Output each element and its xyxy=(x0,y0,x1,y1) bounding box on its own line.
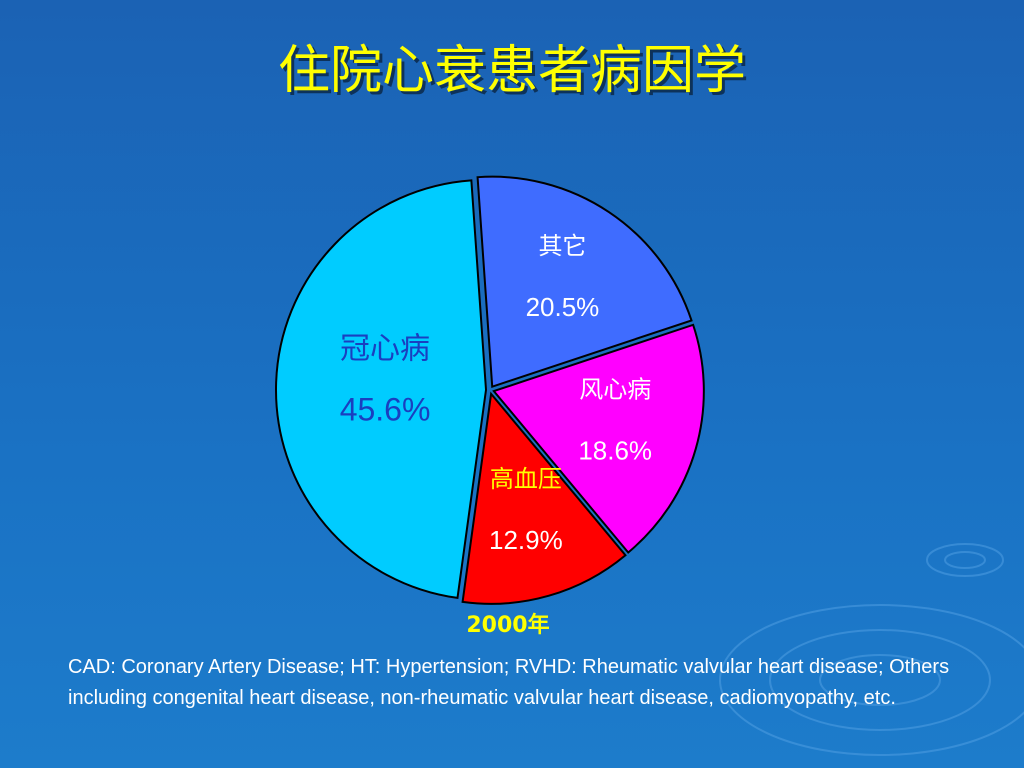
slice-label: 其它 xyxy=(538,232,586,260)
footnote: CAD: Coronary Artery Disease; HT: Hypert… xyxy=(68,656,950,709)
slice-label: 风心病 xyxy=(579,376,651,404)
title-shadow: 住院心衰患者病因学 xyxy=(281,44,749,104)
value-label: 12.9% xyxy=(489,525,563,555)
caption: 2000年 xyxy=(466,612,549,638)
value-label: 18.6% xyxy=(578,436,652,466)
pie-slice xyxy=(492,323,705,554)
pie-slice xyxy=(275,179,488,600)
value-label: 20.5% xyxy=(526,292,600,322)
chart-title: 住院心衰患者病因学 xyxy=(278,41,746,101)
ripple-decoration xyxy=(719,543,1024,756)
value-label: 45.6% xyxy=(340,392,431,428)
pie-slice xyxy=(476,175,693,389)
slice-label: 高血压 xyxy=(490,465,562,493)
slice-label: 冠心病 xyxy=(340,332,430,367)
pie-slice xyxy=(461,391,627,605)
